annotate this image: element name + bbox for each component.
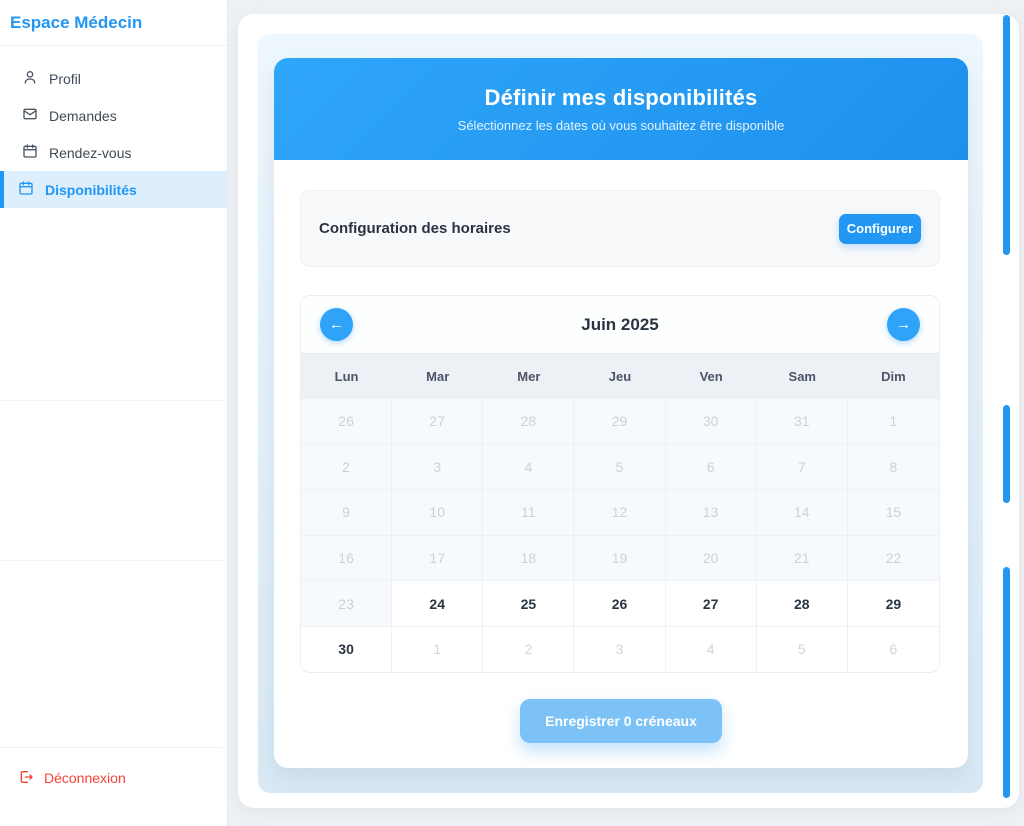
calendar-day-cell: 21 xyxy=(756,534,848,581)
calendar-day-cell: 7 xyxy=(756,443,848,490)
calendar-day-cell: 4 xyxy=(483,443,575,490)
calendar-day-cell: 1 xyxy=(847,398,939,444)
calendar-day-cell: 2 xyxy=(483,625,575,672)
save-button-container: Enregistrer 0 créneaux xyxy=(274,698,968,743)
calendar-day-cell: 6 xyxy=(847,625,939,672)
sidebar-nav: Profil Demandes Rendez-vous Disponibilit… xyxy=(0,46,227,208)
user-icon xyxy=(22,69,38,88)
calendar-day-cell: 4 xyxy=(665,625,757,672)
calendar-day-cell: 2 xyxy=(301,443,393,490)
app-title: Espace Médecin xyxy=(0,0,227,46)
calendar-day-cell[interactable]: 28 xyxy=(756,580,848,626)
calendar-day-cell: 20 xyxy=(665,534,757,581)
calendar-day-cell[interactable]: 25 xyxy=(483,580,575,626)
weekday-label: Jeu xyxy=(608,368,632,384)
calendar-day-cell: 29 xyxy=(574,398,666,444)
scrollbar-thumb[interactable] xyxy=(1003,567,1010,798)
calendar-day-cell: 14 xyxy=(756,489,848,535)
calendar-month-title: Juin 2025 xyxy=(581,314,659,334)
calendar-day-cell: 23 xyxy=(301,580,393,626)
weekday-label: Mer xyxy=(517,368,541,384)
logout-button[interactable]: Déconnexion xyxy=(0,763,223,793)
calendar-day-cell: 6 xyxy=(665,443,757,490)
calendar-day-cell[interactable]: 29 xyxy=(847,580,939,626)
sidebar-item-rendez-vous[interactable]: Rendez-vous xyxy=(0,134,227,171)
calendar: ← Juin 2025 → Lun Mar Mer Jeu Ven Sam Di… xyxy=(300,295,940,673)
sidebar-divider xyxy=(0,560,223,561)
calendar-day-cell: 28 xyxy=(483,398,575,444)
next-month-button[interactable]: → xyxy=(887,308,920,341)
calendar-day-cell: 31 xyxy=(756,398,848,444)
calendar-day-cell: 3 xyxy=(392,443,484,490)
calendar-grid: 26 27 28 29 30 31 1 2 3 4 5 6 7 8 9 10 11 12 13 14 15 16 17 18 1… xyxy=(301,398,939,672)
calendar-day-cell: 22 xyxy=(847,534,939,581)
weekday-label: Dim xyxy=(881,368,906,384)
weekday-label: Mar xyxy=(426,368,450,384)
sidebar-item-disponibilites[interactable]: Disponibilités xyxy=(0,171,227,208)
mail-icon xyxy=(22,106,38,125)
schedule-config-card: Configuration des horaires Configurer xyxy=(300,190,940,267)
calendar-day-cell: 10 xyxy=(392,489,484,535)
previous-month-button[interactable]: ← xyxy=(320,308,353,341)
sidebar-divider xyxy=(0,747,223,748)
scrollbar-thumb[interactable] xyxy=(1003,405,1010,503)
sidebar-item-label: Demandes xyxy=(49,107,117,124)
calendar-day-cell[interactable]: 24 xyxy=(392,580,484,626)
page-subtitle: Sélectionnez les dates où vous souhaitez… xyxy=(457,118,785,133)
calendar-day-cell: 18 xyxy=(483,534,575,581)
page-header: Définir mes disponibilités Sélectionnez … xyxy=(274,58,968,160)
calendar-day-cell: 15 xyxy=(847,489,939,535)
sidebar-item-demandes[interactable]: Demandes xyxy=(0,97,227,134)
availability-card: Définir mes disponibilités Sélectionnez … xyxy=(274,58,968,768)
calendar-day-cell: 1 xyxy=(392,625,484,672)
logout-icon xyxy=(18,769,34,788)
calendar-day-cell: 26 xyxy=(301,398,393,444)
sidebar-item-label: Rendez-vous xyxy=(49,144,132,161)
calendar-day-cell[interactable]: 26 xyxy=(574,580,666,626)
sidebar-divider xyxy=(0,400,223,401)
calendar-day-cell: 17 xyxy=(392,534,484,581)
sidebar-item-label: Profil xyxy=(49,70,81,87)
calendar-day-cell[interactable]: 27 xyxy=(665,580,757,626)
configure-button[interactable]: Configurer xyxy=(839,213,921,244)
calendar-icon xyxy=(22,143,38,162)
calendar-day-cell: 3 xyxy=(574,625,666,672)
save-slots-button[interactable]: Enregistrer 0 créneaux xyxy=(520,698,722,743)
page-title: Définir mes disponibilités xyxy=(484,85,758,110)
calendar-day-cell: 5 xyxy=(574,443,666,490)
sidebar: Espace Médecin Profil Demandes Rendez-vo… xyxy=(0,0,228,826)
calendar-day-cell: 16 xyxy=(301,534,393,581)
weekday-label: Lun xyxy=(334,368,359,384)
weekday-label: Sam xyxy=(788,368,816,384)
calendar-day-cell: 8 xyxy=(847,443,939,490)
calendar-day-cell: 13 xyxy=(665,489,757,535)
calendar-day-cell: 11 xyxy=(483,489,575,535)
sidebar-item-label: Disponibilités xyxy=(45,181,137,198)
calendar-day-cell: 27 xyxy=(392,398,484,444)
calendar-day-cell: 12 xyxy=(574,489,666,535)
sidebar-item-profil[interactable]: Profil xyxy=(0,60,227,97)
calendar-day-cell: 9 xyxy=(301,489,393,535)
logout-label: Déconnexion xyxy=(44,770,126,786)
calendar-day-cell: 30 xyxy=(665,398,757,444)
calendar-day-cell: 19 xyxy=(574,534,666,581)
calendar-day-cell[interactable]: 30 xyxy=(301,625,393,672)
schedule-config-label: Configuration des horaires xyxy=(319,220,511,237)
calendar-header: ← Juin 2025 → xyxy=(301,296,939,353)
calendar-icon xyxy=(18,180,34,199)
weekday-label: Ven xyxy=(699,368,723,384)
scrollbar-thumb[interactable] xyxy=(1003,15,1010,255)
calendar-day-cell: 5 xyxy=(756,625,848,672)
weekday-header-row: Lun Mar Mer Jeu Ven Sam Dim xyxy=(301,353,939,398)
